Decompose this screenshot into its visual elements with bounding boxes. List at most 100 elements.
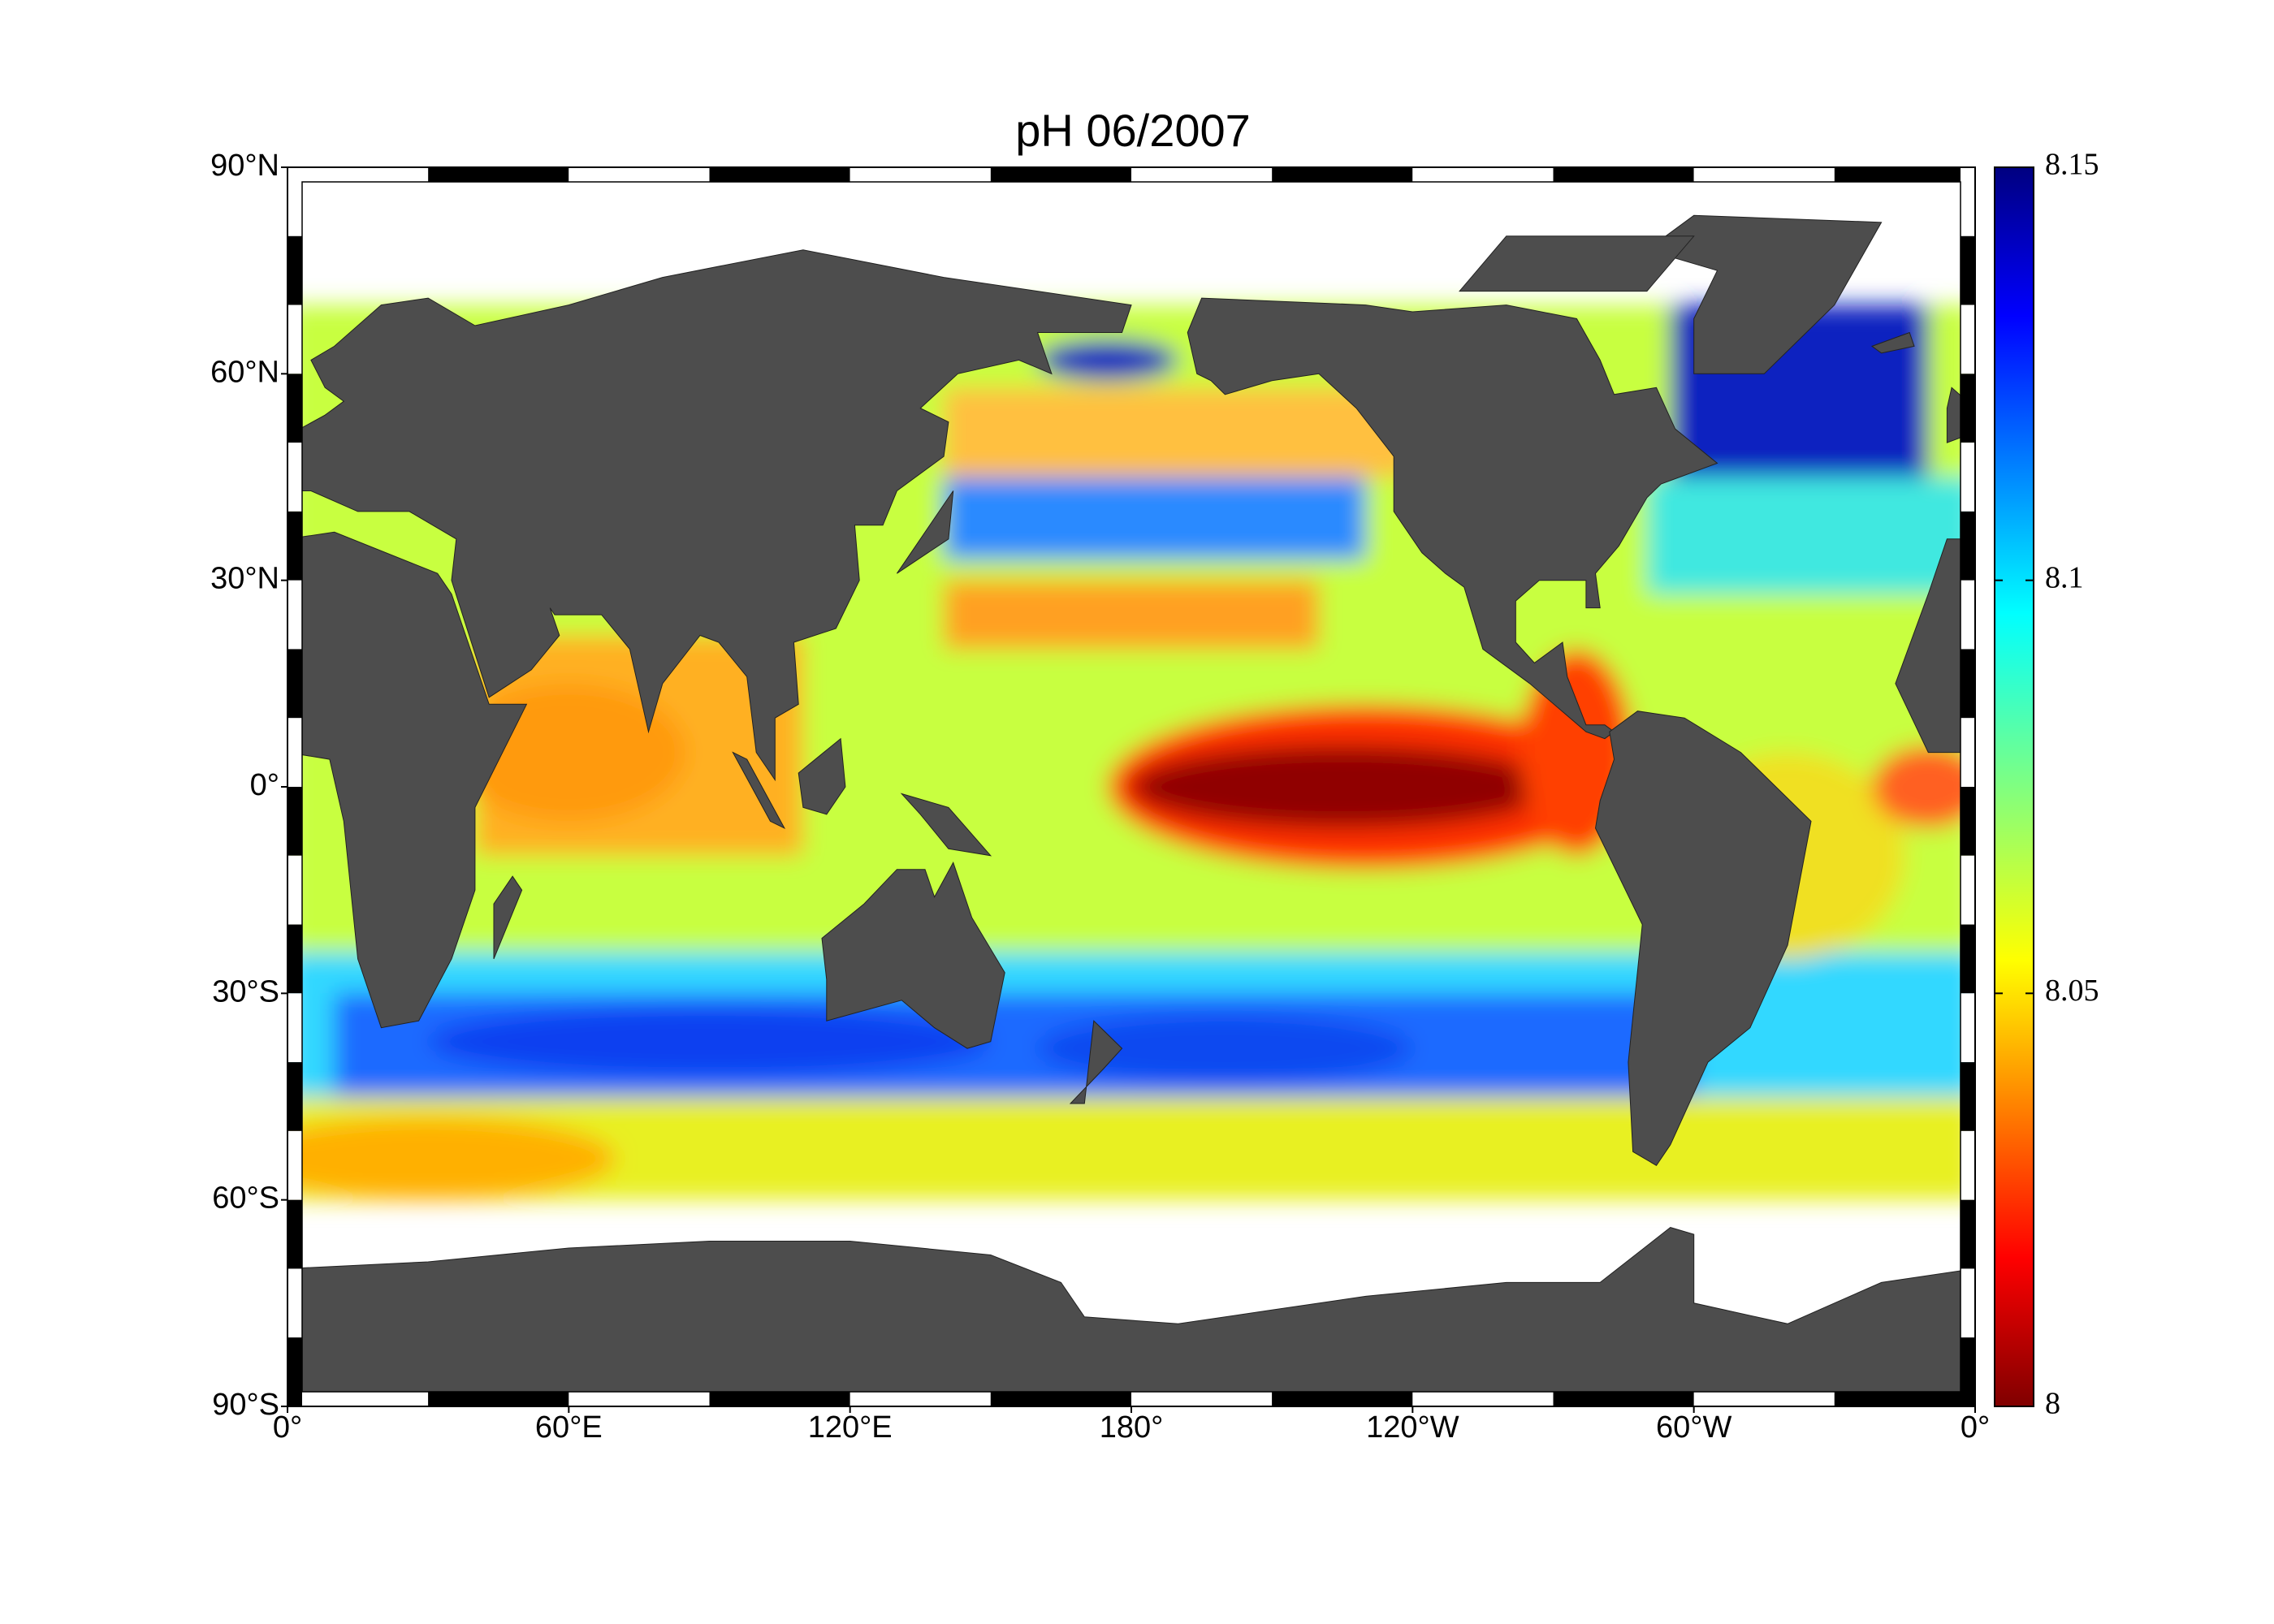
landmass [798,737,846,815]
frame-check [1961,787,1975,856]
frame-check [287,924,302,994]
ph-region [944,580,1319,650]
y-tick-label: 0° [250,768,279,802]
frame-check [287,1392,429,1406]
frame-check [1272,1392,1413,1406]
colorbar-tick-label: 8 [2045,1387,2060,1421]
frame-check [1553,1392,1694,1406]
frame-check [1693,167,1835,182]
frame-check [1961,1062,1975,1131]
landmass [732,751,786,830]
frame-check [287,1062,302,1131]
y-tick-label: 60°N [210,355,279,389]
frame-check [1961,511,1975,581]
frame-check [287,1199,302,1269]
frame-check [1412,167,1554,182]
frame-check [1961,718,1975,787]
ph-region [1872,745,1975,828]
frame-check [287,167,429,182]
landmass [821,862,1005,1049]
map-frame [281,166,1976,1413]
frame-check [287,1268,302,1338]
frame-check [568,167,710,182]
ph-region [428,1007,991,1077]
frame-check [1961,924,1975,994]
y-tick-label: 90°N [210,149,279,183]
x-tick-label: 120°E [808,1410,893,1445]
frame-check [428,167,569,182]
frame-check [709,167,850,182]
frame-check [1961,1130,1975,1200]
ph-region [1037,339,1178,381]
frame-check [1131,1392,1273,1406]
landmass [896,490,954,574]
frame-check [428,1392,569,1406]
frame-check [850,167,991,182]
x-tick-label: 0° [273,1410,302,1445]
landmass [1645,214,1883,374]
ph-region [1131,745,1554,828]
frame-check [990,167,1131,182]
frame-check [287,511,302,581]
frame-check [850,1392,991,1406]
x-tick-label: 60°W [1656,1410,1731,1445]
frame-check [1961,167,1975,236]
frame-check [287,855,302,925]
frame-check [1131,167,1273,182]
map-title: pH 06/2007 [1015,105,1251,156]
landmass [1187,297,1718,740]
frame-check [1412,1392,1554,1406]
landmass [1459,235,1695,292]
frame-check [1961,1199,1975,1269]
land [287,214,1975,1406]
frame-check [287,580,302,650]
colorbar-tick-label: 8.15 [2045,148,2099,182]
frame-check [287,1130,302,1200]
landmass [1870,331,1915,354]
frame-check [1961,304,1975,374]
frame-check [287,374,302,443]
frame-check [990,1392,1131,1406]
frame-check [1693,1392,1835,1406]
frame-check [1834,167,1975,182]
landmass [900,793,992,857]
landmass [1594,710,1812,1166]
frame-check [287,649,302,719]
y-tick-label: 30°S [212,974,279,1009]
frame-check [287,718,302,787]
landmass [1069,1020,1123,1104]
landmass [287,531,528,1029]
x-tick-label: 0° [1961,1410,1990,1445]
frame-inner-outline [301,181,1961,1393]
frame-check [287,993,302,1063]
frame-check [287,167,302,236]
x-tick-label: 60°E [535,1410,603,1445]
ph-region [944,477,1366,560]
y-tick-label: 90°S [212,1388,279,1422]
frame-check [1961,855,1975,925]
frame-check [1961,993,1975,1063]
colorbar [1994,166,2034,1407]
frame-check [287,787,302,856]
ph-region [287,1116,616,1200]
landmass [493,875,523,960]
landmass [1895,538,1975,754]
colorbar-tick-label: 8.05 [2045,974,2099,1008]
landmass [287,249,1132,782]
ph-region [944,387,1413,477]
frame-check [1834,1392,1975,1406]
frame-check [287,1337,302,1406]
frame-check [1961,580,1975,650]
y-tick-label: 60°S [212,1181,279,1216]
frame-check [568,1392,710,1406]
frame-check [1272,167,1413,182]
frame-check [1961,235,1975,305]
colorbar-tick-label: 8.1 [2045,560,2084,594]
frame-check [1553,167,1694,182]
frame-check [709,1392,850,1406]
frame-check [1961,1337,1975,1406]
frame-check [1961,1268,1975,1338]
frame-check [287,304,302,374]
